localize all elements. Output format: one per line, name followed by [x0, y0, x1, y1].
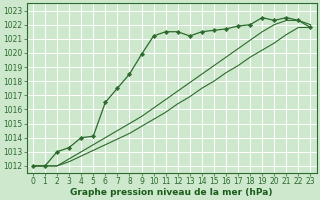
- X-axis label: Graphe pression niveau de la mer (hPa): Graphe pression niveau de la mer (hPa): [70, 188, 273, 197]
